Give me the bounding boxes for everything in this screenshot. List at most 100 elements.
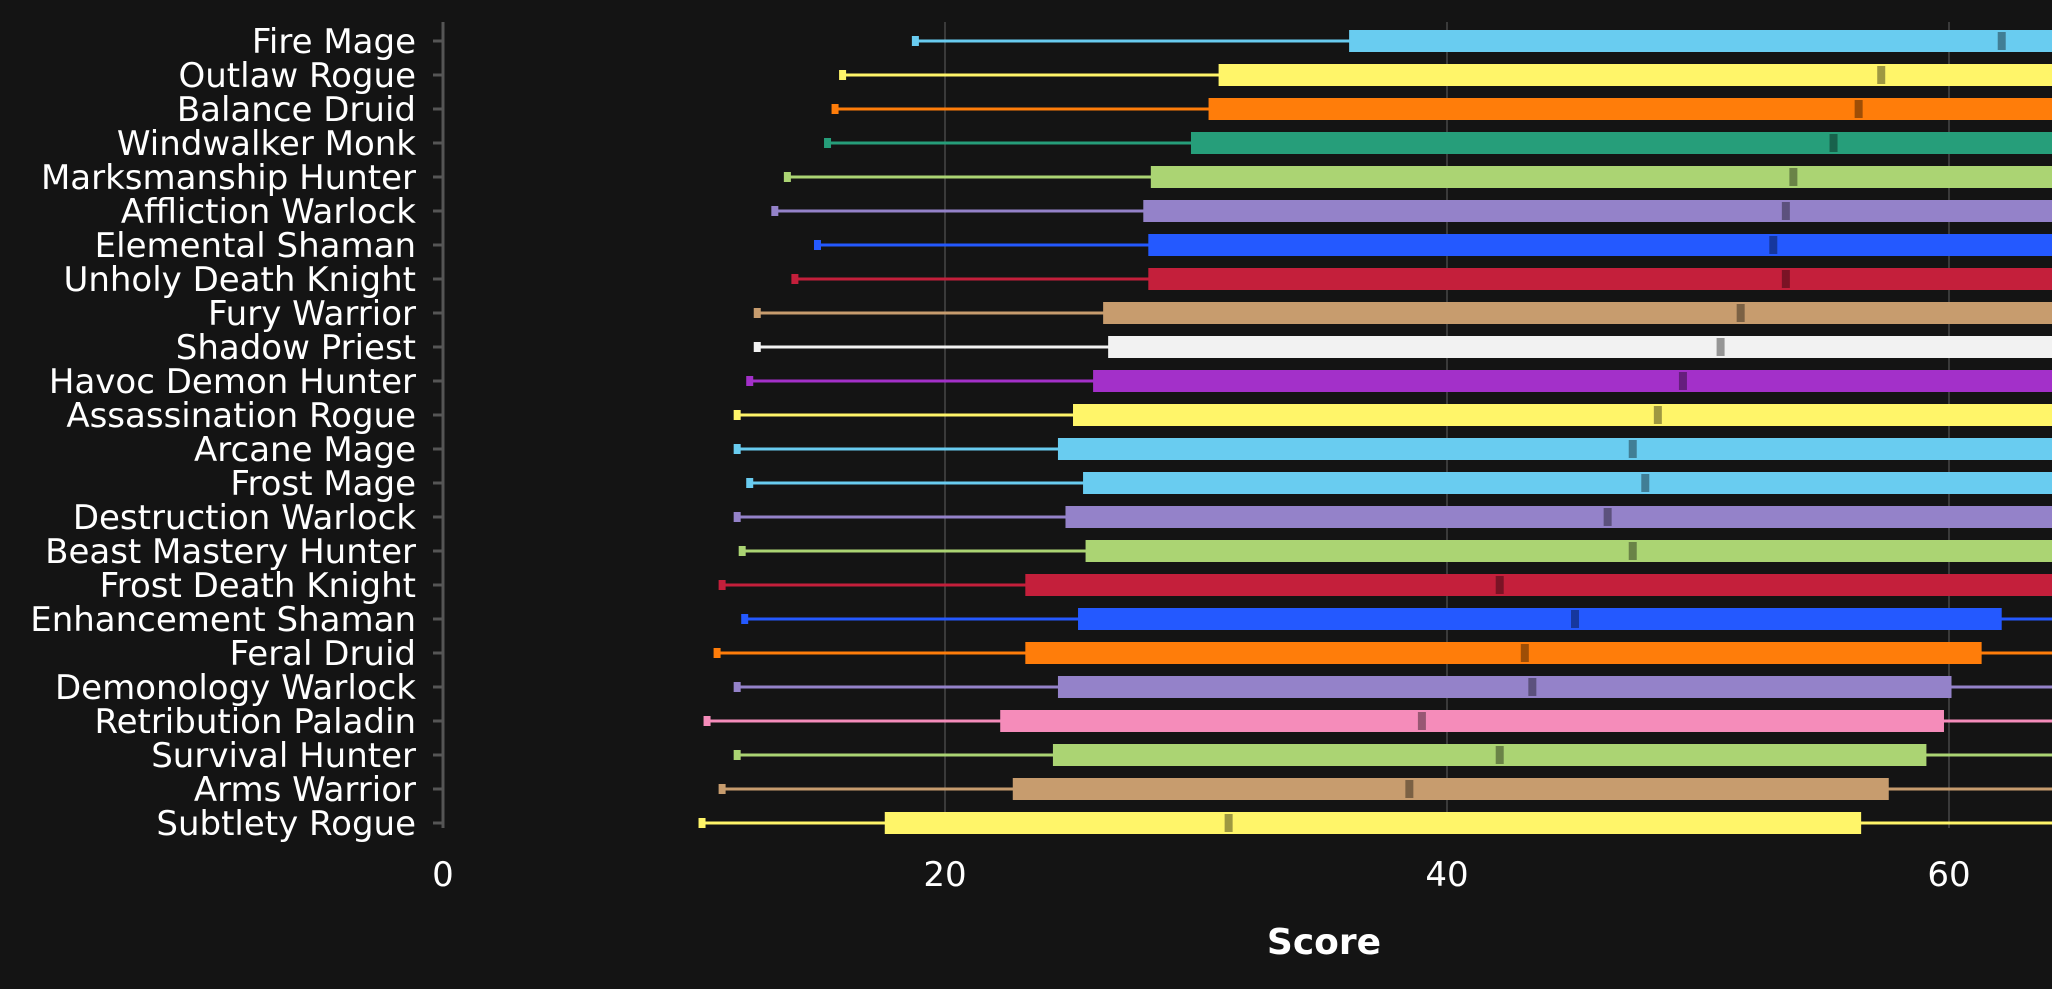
category-label: Destruction Warlock	[73, 498, 416, 538]
category-label: Enhancement Shaman	[30, 600, 416, 640]
category-row: Destruction Warlock	[73, 498, 2052, 538]
whisker-cap-low	[733, 750, 741, 760]
median-marker	[1716, 338, 1725, 356]
median-marker	[1877, 66, 1886, 84]
category-label: Arcane Mage	[194, 430, 416, 470]
iqr-box	[1057, 676, 1952, 698]
category-row: Demonology Warlock	[55, 668, 2052, 708]
iqr-box	[884, 812, 1862, 834]
whisker-cap-low	[753, 308, 761, 318]
median-marker	[1769, 236, 1778, 254]
whisker-cap-low	[791, 274, 799, 284]
median-marker	[1854, 100, 1863, 118]
median-marker	[1405, 780, 1414, 798]
median-marker	[1628, 542, 1637, 560]
category-label: Feral Druid	[230, 634, 416, 674]
x-axis-title: Score	[1267, 922, 1381, 963]
whisker-cap-low	[733, 410, 741, 420]
whisker-cap-low	[746, 376, 754, 386]
median-marker	[1224, 814, 1233, 832]
iqr-box	[1065, 506, 2052, 528]
iqr-box	[1000, 710, 1944, 732]
category-label: Fire Mage	[252, 22, 416, 62]
category-row: Feral Druid	[230, 634, 2052, 674]
iqr-box	[1025, 574, 2052, 596]
iqr-box	[1057, 438, 2052, 460]
median-marker	[1495, 746, 1504, 764]
category-row: Subtlety Rogue	[156, 804, 2052, 844]
category-row: Arcane Mage	[194, 430, 2052, 470]
iqr-box	[1208, 98, 2052, 120]
iqr-box	[1103, 302, 2052, 324]
iqr-box	[1148, 268, 2052, 290]
median-marker	[1829, 134, 1838, 152]
median-marker	[1603, 508, 1612, 526]
whisker-cap-low	[698, 818, 706, 828]
iqr-box	[1108, 336, 2052, 358]
category-label: Havoc Demon Hunter	[49, 362, 416, 402]
category-row: Retribution Paladin	[94, 702, 2052, 742]
category-label: Arms Warrior	[194, 770, 416, 810]
category-label: Retribution Paladin	[94, 702, 416, 742]
category-row: Frost Mage	[230, 464, 2052, 504]
iqr-box	[1150, 166, 2052, 188]
iqr-box	[1078, 608, 2002, 630]
x-tick-label: 60	[1927, 855, 1970, 895]
whisker-cap-low	[741, 614, 749, 624]
iqr-box	[1218, 64, 2052, 86]
iqr-box	[1083, 472, 2052, 494]
category-row: Windwalker Monk	[117, 124, 2052, 164]
median-marker	[1628, 440, 1637, 458]
whisker-cap-low	[718, 784, 726, 794]
whisker-cap-low	[703, 716, 711, 726]
whisker-cap-low	[813, 240, 821, 250]
median-marker	[1571, 610, 1580, 628]
category-label: Fury Warrior	[208, 294, 416, 334]
category-row: Survival Hunter	[151, 736, 2052, 776]
category-row: Assassination Rogue	[66, 396, 2052, 436]
median-marker	[1653, 406, 1662, 424]
category-row: Frost Death Knight	[100, 566, 2052, 606]
category-label: Subtlety Rogue	[156, 804, 416, 844]
category-label: Frost Mage	[230, 464, 416, 504]
category-row: Unholy Death Knight	[63, 260, 2052, 300]
category-label: Unholy Death Knight	[63, 260, 416, 300]
iqr-box	[1012, 778, 1889, 800]
iqr-box	[1349, 30, 2052, 52]
iqr-box	[1148, 234, 2052, 256]
category-row: Fury Warrior	[208, 294, 2052, 334]
median-marker	[1528, 678, 1537, 696]
whisker-cap-low	[911, 36, 919, 46]
axes: 020406080100120	[432, 22, 1971, 895]
whisker-cap-low	[753, 342, 761, 352]
iqr-box	[1052, 744, 1927, 766]
category-label: Marksmanship Hunter	[41, 158, 416, 198]
category-row: Beast Mastery Hunter	[45, 532, 2052, 572]
x-tick-label: 20	[923, 855, 966, 895]
category-row: Elemental Shaman	[95, 226, 2052, 266]
category-label: Outlaw Rogue	[179, 56, 417, 96]
category-label: Shadow Priest	[176, 328, 416, 368]
whisker-cap-low	[839, 70, 847, 80]
median-marker	[1641, 474, 1650, 492]
iqr-box	[1085, 540, 2052, 562]
whisker-cap-low	[718, 580, 726, 590]
whisker-cap-low	[713, 648, 721, 658]
whisker-cap-low	[733, 682, 741, 692]
median-marker	[1781, 202, 1790, 220]
median-marker	[1495, 576, 1504, 594]
iqr-box	[1143, 200, 2052, 222]
median-marker	[1781, 270, 1790, 288]
category-label: Assassination Rogue	[66, 396, 416, 436]
category-label: Frost Death Knight	[100, 566, 416, 606]
category-row: Affliction Warlock	[121, 192, 2052, 232]
category-label: Balance Druid	[177, 90, 416, 130]
category-label: Affliction Warlock	[121, 192, 416, 232]
iqr-box	[1073, 404, 2052, 426]
category-row: Havoc Demon Hunter	[49, 362, 2052, 402]
category-label: Beast Mastery Hunter	[45, 532, 416, 572]
median-marker	[1736, 304, 1745, 322]
whisker-cap-low	[771, 206, 779, 216]
category-row: Shadow Priest	[176, 328, 2052, 368]
median-marker	[1417, 712, 1426, 730]
